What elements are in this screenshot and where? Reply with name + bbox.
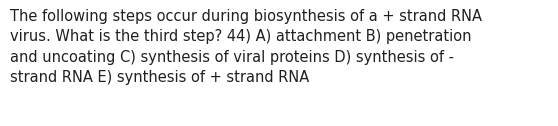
Text: The following steps occur during biosynthesis of a + strand RNA
virus. What is t: The following steps occur during biosynt… bbox=[10, 9, 482, 85]
